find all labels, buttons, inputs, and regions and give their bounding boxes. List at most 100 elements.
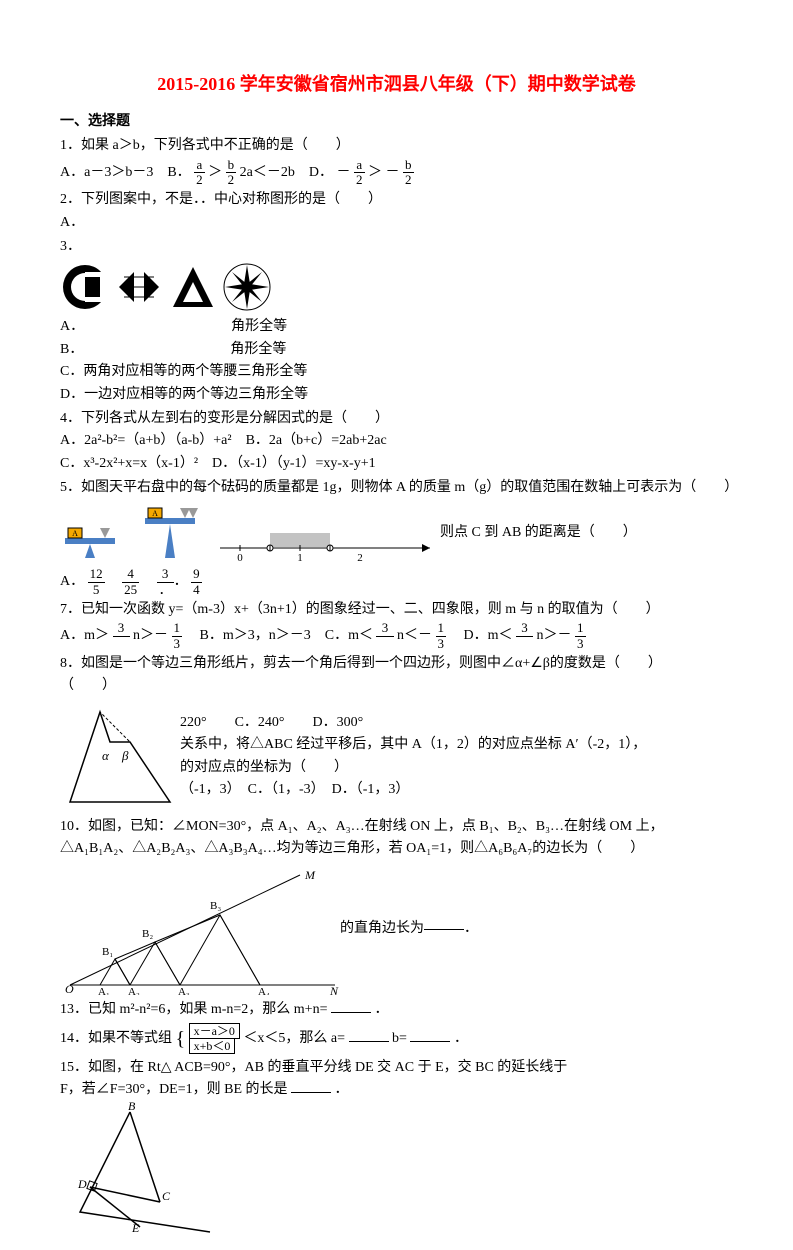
q4-a: A．2a²-b²=（a+b）（a-b）+a² B．2a（b+c）=2ab+2ac: [60, 430, 733, 452]
f7d2: 13: [575, 621, 586, 651]
triangle-bcde-icon: B C D E: [60, 1102, 220, 1242]
q5-tail: 则点 C 到 AB 的距离是（ ）: [440, 522, 637, 544]
svg-text:A₁: A₁: [98, 986, 110, 995]
q6-a: A．: [60, 574, 84, 589]
cond2: x+b＜0: [189, 1038, 236, 1054]
q3-num: 3．: [60, 239, 81, 254]
question-7: 7．已知一次函数 y=（m-3）x+（3n+1）的图象经过一、二、四象限，则 m…: [60, 599, 733, 651]
balance-diagram: A A 0 1 2 则点 C 到 AB 的距离是（ ）: [60, 503, 733, 563]
svg-text:β: β: [121, 748, 129, 763]
q4-stem: 4．下列各式从左到右的变形是分解因式的是（ ）: [60, 408, 733, 430]
svg-text:A₃: A₃: [178, 986, 190, 995]
cond1: x－a＞0: [189, 1023, 240, 1039]
q7-d: D．m＜: [450, 628, 513, 643]
q15-mid: ACB=90°，AB 的垂直平分线 DE 交 AC 于 E，交 BC 的延长线于: [174, 1060, 567, 1075]
neg2: －: [386, 165, 400, 180]
q15-stem: 15．如图，在 Rt△: [60, 1060, 172, 1075]
question-6: A． 125 425 3．． 94: [60, 567, 733, 597]
q8-stem: 8．如图是一个等边三角形纸片，剪去一个角后得到一个四边形，则图中∠α+∠β的度数…: [60, 653, 733, 675]
svg-text:A: A: [152, 509, 158, 518]
gt: ＞: [208, 165, 222, 180]
question-5: 5．如图天平右盘中的每个砝码的质量都是 1g，则物体 A 的质量 m（g）的取值…: [60, 477, 733, 499]
q7-a: A．m＞: [60, 628, 109, 643]
svg-text:2: 2: [357, 552, 363, 563]
q8-paren: （ ）: [60, 675, 733, 697]
q1-stem: 1．如果 a＞b，下列各式中不正确的是（ ）: [60, 138, 350, 153]
q8-l3: （-1，3） C．（1，-3） D．（-1，3）: [180, 779, 646, 801]
frac-b2b: b2: [403, 158, 414, 188]
q1-opt-a: A．a－3＞b－3 B．: [60, 165, 191, 180]
page-title: 2015-2016 学年安徽省宿州市泗县八年级（下）期中数学试卷: [60, 70, 733, 99]
pattern-row: [60, 262, 733, 312]
blank-14a: [349, 1041, 389, 1042]
q14-tail: ＜x＜5，那么 a=: [243, 1031, 345, 1046]
svg-text:A₂: A₂: [128, 986, 140, 995]
frac-3: 3．: [157, 567, 174, 597]
svg-text:O: O: [65, 982, 74, 995]
question-10: 10．如图，已知：∠MON=30°，点 A₁、A₂、A₃…在射线 ON 上，点 …: [60, 816, 733, 861]
equilateral-series-icon: O M N A₁ A₂ A₃ A₄ B₁ B₂ B₃: [60, 865, 340, 995]
frac-a2b: a2: [354, 158, 365, 188]
svg-text:B₁: B₁: [102, 946, 113, 958]
q3-d: D．一边对应相等的两个等边三角形全等: [60, 384, 733, 406]
q3-a: A． 角形全等: [60, 316, 733, 338]
question-13: 13．已知 m²-n²=6，如果 m-n=2，那么 m+n= ．: [60, 999, 733, 1021]
question-2: 2．下列图案中，不是．．中心对称图形的是（ ）: [60, 189, 733, 211]
q10-tail: 的直角边长为: [340, 918, 424, 940]
svg-text:M: M: [304, 868, 316, 882]
q8-l2: 的对应点的坐标为（ ）: [180, 757, 646, 779]
q15-end: ．: [335, 1082, 349, 1097]
f7c2: 13: [436, 621, 447, 651]
q8-diagram-row: α β 220° C．240° D．300° 关系中，将△ABC 经过平移后，其…: [60, 702, 733, 812]
q15-diagram: B C D E: [60, 1102, 733, 1250]
question-14: 14．如果不等式组 { x－a＞0 x+b＜0 ＜x＜5，那么 a= b= ．: [60, 1023, 733, 1055]
f7d: 3: [516, 621, 533, 651]
svg-text:E: E: [131, 1221, 140, 1235]
pattern-arrows-icon: [114, 262, 164, 312]
q8-l1: 关系中，将△ABC 经过平移后，其中 A（1，2）的对应点坐标 A′（-2，1）…: [180, 734, 646, 756]
q10-end: ．: [464, 918, 478, 940]
blank-15: [291, 1092, 331, 1093]
svg-text:1: 1: [297, 552, 303, 563]
q14-tail2: b=: [392, 1031, 407, 1046]
neg: －: [337, 165, 351, 180]
gt2: ＞: [368, 165, 382, 180]
question-1: 1．如果 a＞b，下列各式中不正确的是（ ） A．a－3＞b－3 B． a2 ＞…: [60, 135, 733, 187]
question-15: 15．如图，在 Rt△ ACB=90°，AB 的垂直平分线 DE 交 AC 于 …: [60, 1057, 733, 1102]
question-8: 8．如图是一个等边三角形纸片，剪去一个角后得到一个四边形，则图中∠α+∠β的度数…: [60, 653, 733, 698]
brace-icon: {: [176, 1028, 186, 1050]
q14-stem: 14．如果不等式组: [60, 1031, 172, 1046]
svg-text:α: α: [102, 748, 110, 763]
frac-a2: a2: [194, 158, 205, 188]
triangle-alpha-beta-icon: α β: [60, 702, 180, 812]
q15-l2: F，若∠F=30°，DE=1，则 BE 的长是: [60, 1082, 288, 1097]
f7a: 3: [113, 621, 130, 651]
q7-stem: 7．已知一次函数 y=（m-3）x+（3n+1）的图象经过一、二、四象限，则 m…: [60, 599, 733, 621]
q4-c: C．x³-2x²+x=x（x-1）² D．（x-1）（y-1）=xy-x-y+1: [60, 453, 733, 475]
svg-text:C: C: [162, 1189, 171, 1203]
q5-stem: 5．如图天平右盘中的每个砝码的质量都是 1g，则物体 A 的质量 m（g）的取值…: [60, 477, 733, 499]
svg-text:B₃: B₃: [210, 900, 221, 912]
frac-b2: b2: [226, 158, 237, 188]
pattern-c-icon: [60, 262, 110, 312]
q8-right-text: 220° C．240° D．300° 关系中，将△ABC 经过平移后，其中 A（…: [180, 712, 646, 802]
q7-b: B．m＞3，n＞－3 C．m＜: [186, 628, 373, 643]
svg-text:B₂: B₂: [142, 928, 153, 940]
pattern-star-icon: [222, 262, 272, 312]
svg-text:N: N: [329, 984, 339, 995]
question-4: 4．下列各式从左到右的变形是分解因式的是（ ） A．2a²-b²=（a+b）（a…: [60, 408, 733, 475]
q1-mid: 2a＜－2b D．: [240, 165, 333, 180]
q3-b: B． 角形全等: [60, 339, 733, 361]
pattern-triangle-icon: [168, 262, 218, 312]
svg-text:D: D: [77, 1177, 87, 1191]
blank: [424, 929, 464, 930]
frac-4-25: 425: [122, 567, 139, 597]
q13-end: ．: [374, 1002, 388, 1017]
svg-text:0: 0: [237, 552, 243, 563]
question-3: 3． A． 角形全等 B． 角形全等 C．两角对应相等的两个等腰三角形全等 D．…: [60, 236, 733, 406]
f7c: 3: [376, 621, 393, 651]
q8-opts: 220° C．240° D．300°: [180, 712, 646, 734]
blank-14b: [410, 1041, 450, 1042]
svg-text:B: B: [128, 1102, 136, 1113]
f7a2: 13: [172, 621, 183, 651]
